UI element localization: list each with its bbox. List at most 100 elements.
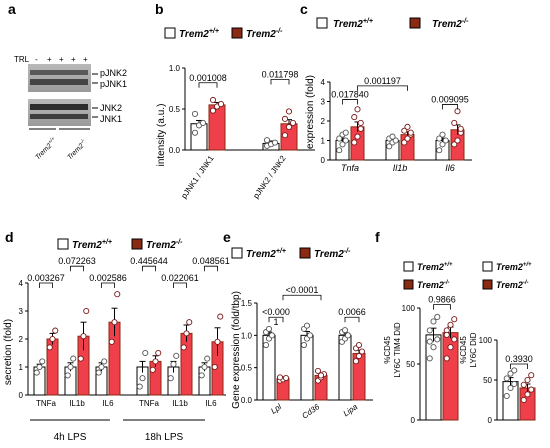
data-point xyxy=(351,114,358,121)
data-point xyxy=(201,363,208,371)
data-point xyxy=(401,127,408,134)
data-point xyxy=(217,101,225,108)
legend-swatch-ko xyxy=(409,17,421,29)
significance-bracket xyxy=(433,304,451,310)
data-point xyxy=(39,358,46,365)
data-point xyxy=(451,141,458,148)
y-tick-label: 0.5 xyxy=(241,364,253,373)
data-point xyxy=(404,123,411,130)
significance-bracket xyxy=(268,316,284,323)
data-point xyxy=(447,344,454,351)
data-point xyxy=(49,335,56,343)
data-point xyxy=(430,344,437,351)
y-tick-label: 1 xyxy=(321,137,326,146)
legend-label-ko: Trem2-/- xyxy=(417,280,450,290)
p-value-label: 0.001008 xyxy=(189,73,227,83)
blot-label-jnk2: JNK2 xyxy=(100,103,122,113)
data-point xyxy=(401,139,408,146)
data-point xyxy=(520,381,527,388)
blot-band-pjnk2 xyxy=(30,70,88,75)
data-point xyxy=(211,363,218,371)
x-tick-label: pJNK1 / JNK1 xyxy=(179,154,216,201)
y-tick-label: 1.0 xyxy=(241,331,253,340)
data-point xyxy=(357,125,364,132)
legend-label-ko: Trem2-/- xyxy=(314,248,351,260)
y-tick-label: 100 xyxy=(479,336,493,345)
data-point xyxy=(114,291,121,298)
data-point xyxy=(276,374,284,381)
data-point xyxy=(300,341,308,349)
data-point xyxy=(199,119,207,126)
legend-d: Trem2+/+ Trem2-/- xyxy=(57,238,183,251)
data-point xyxy=(355,341,363,349)
significance-bracket xyxy=(204,265,218,272)
data-point xyxy=(198,372,205,379)
p-value-label: <0.0001 xyxy=(286,285,319,295)
data-point xyxy=(289,119,297,126)
chart-c: 0 1 2 3 4 Tnfa Il1b Il6 0.017840 0.001197 0.009095 xyxy=(321,76,472,173)
significance-bracket xyxy=(173,282,187,288)
data-point xyxy=(443,331,450,338)
data-point xyxy=(209,96,217,104)
data-point xyxy=(271,139,279,146)
y-axis-label-c: expression (fold) xyxy=(305,75,316,149)
y-axis-label-f1-line2: LY6C TIM4 DiD xyxy=(393,322,402,377)
data-point xyxy=(170,361,177,368)
data-point xyxy=(70,355,77,362)
data-point xyxy=(285,123,293,131)
x-tick-label: Cd36 xyxy=(300,402,321,421)
x-tick-label: Il1b xyxy=(393,163,408,173)
blot-lane-5: + xyxy=(83,55,88,64)
data-point xyxy=(389,133,396,140)
data-point xyxy=(507,384,514,392)
significance-bracket xyxy=(142,265,156,272)
legend-f2: Trem2+/+ Trem2-/- xyxy=(482,261,532,290)
y-axis-label-b: intensity (a.u.) xyxy=(156,104,167,167)
significance-bracket xyxy=(510,363,528,369)
p-value-label: 0.022061 xyxy=(161,273,199,283)
data-point xyxy=(142,349,149,357)
data-point xyxy=(64,372,71,379)
y-axis-label-f2-line2: LY6C DiD xyxy=(469,332,478,367)
blot-lane-1: - xyxy=(35,55,38,64)
x-tick-label: IL1b xyxy=(172,399,188,408)
significance-bracket xyxy=(101,282,115,288)
data-point xyxy=(317,372,325,379)
p-value-label: 0.009095 xyxy=(431,94,469,104)
x-tick-label: IL1b xyxy=(69,399,85,408)
data-point xyxy=(344,332,352,339)
data-point xyxy=(524,391,531,398)
data-point xyxy=(339,141,346,148)
data-point xyxy=(439,141,446,148)
y-tick-label: 50 xyxy=(406,360,415,369)
data-point xyxy=(183,330,190,337)
legend-label-ko: Trem2-/- xyxy=(246,28,283,40)
p-value-label: 0.3930 xyxy=(505,354,533,364)
data-point xyxy=(443,355,450,362)
data-point xyxy=(186,319,193,326)
y-tick-label: 0.0 xyxy=(241,396,253,405)
data-point xyxy=(451,336,458,343)
x-tick-label: TNFa xyxy=(139,399,160,408)
data-point xyxy=(352,358,360,365)
significance-bracket xyxy=(198,82,218,88)
y-axis-label-d: secretion (fold) xyxy=(3,319,14,385)
blot-lane-3: + xyxy=(59,55,64,64)
legend-swatch-wt xyxy=(57,238,69,250)
data-point xyxy=(77,355,84,362)
y-tick-label: 1 xyxy=(19,363,24,372)
data-point xyxy=(511,380,518,388)
data-point xyxy=(268,332,276,339)
data-point xyxy=(152,358,159,365)
data-point xyxy=(52,327,59,334)
data-point xyxy=(454,108,461,115)
legend-label-ko: Trem2-/- xyxy=(432,18,469,30)
data-point xyxy=(180,344,187,351)
group-label-4h: 4h LPS xyxy=(54,432,87,443)
y-tick-label: 2 xyxy=(19,335,24,344)
data-point xyxy=(83,307,90,315)
p-value-label: 0.072263 xyxy=(58,256,96,266)
x-tick-label: TNFa xyxy=(36,399,57,408)
legend-label-wt: Trem2+/+ xyxy=(496,262,532,272)
data-point xyxy=(520,396,527,404)
